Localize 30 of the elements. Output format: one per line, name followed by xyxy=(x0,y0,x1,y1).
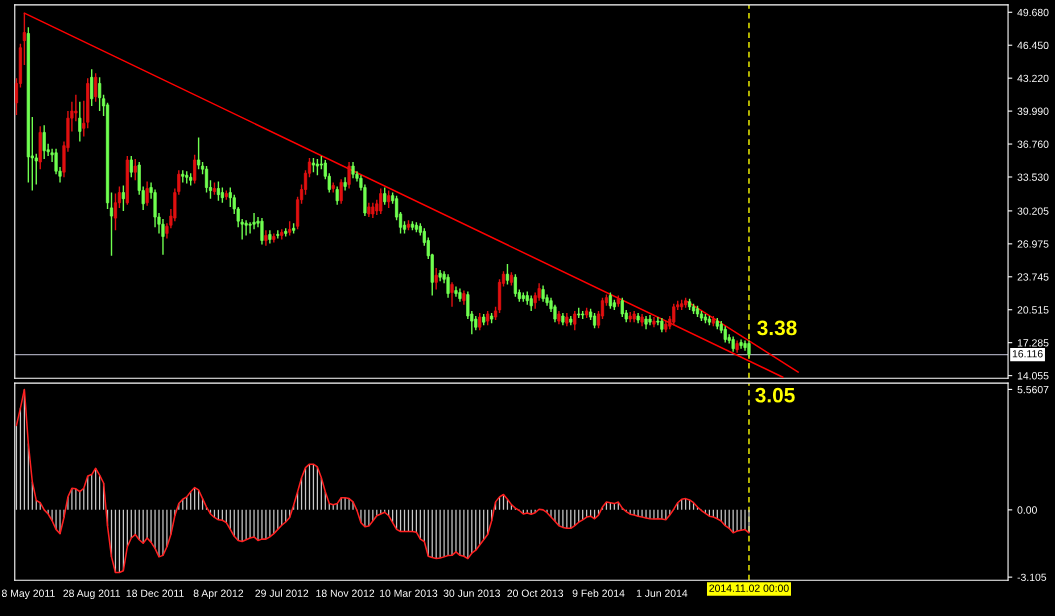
x-tick-label: 1 Jun 2014 xyxy=(636,589,688,597)
y-tick-label: -3.105 xyxy=(1017,573,1047,582)
x-tick-label: 9 Feb 2014 xyxy=(572,589,625,597)
y-tick-label: 17.285 xyxy=(1017,339,1049,347)
y-tick-label: 14.055 xyxy=(1017,372,1049,380)
x-tick-label: 30 Jun 2013 xyxy=(443,589,501,597)
y-tick-label: 26.975 xyxy=(1017,240,1049,248)
x-tick-label: 18 Dec 2011 xyxy=(126,589,184,597)
x-tick-label: 29 Jul 2012 xyxy=(255,589,309,597)
x-tick-label: 20 Oct 2013 xyxy=(507,589,564,597)
y-tick-label: 20.515 xyxy=(1017,306,1049,314)
y-tick-label: 43.220 xyxy=(1017,74,1049,83)
y-tick-label: 46.450 xyxy=(1017,41,1049,50)
y-tick-label: 5.5607 xyxy=(1017,385,1049,394)
y-tick-label: 39.990 xyxy=(1017,107,1049,115)
y-tick-label: 49.680 xyxy=(1017,8,1049,17)
y-tick-label: 0.00 xyxy=(1017,506,1037,514)
y-tick-label: 30.205 xyxy=(1017,207,1049,215)
x-tick-label: 8 Apr 2012 xyxy=(193,589,244,600)
ref-line-label: 16.116 xyxy=(1012,350,1043,358)
annotation: 3.05 xyxy=(755,387,795,403)
x-tick-label: 28 Aug 2011 xyxy=(63,589,121,600)
y-tick-label: 23.745 xyxy=(1017,273,1049,281)
ref-line-label: 2014.11.02 00:00 xyxy=(709,584,789,592)
annotation: 3.38 xyxy=(757,320,797,336)
x-tick-label: 18 Nov 2012 xyxy=(316,589,375,597)
x-tick-label: 10 Mar 2013 xyxy=(380,589,438,597)
y-tick-label: 33.530 xyxy=(1017,173,1049,181)
y-tick-label: 36.760 xyxy=(1017,140,1049,148)
x-tick-label: 8 May 2011 xyxy=(1,589,55,600)
